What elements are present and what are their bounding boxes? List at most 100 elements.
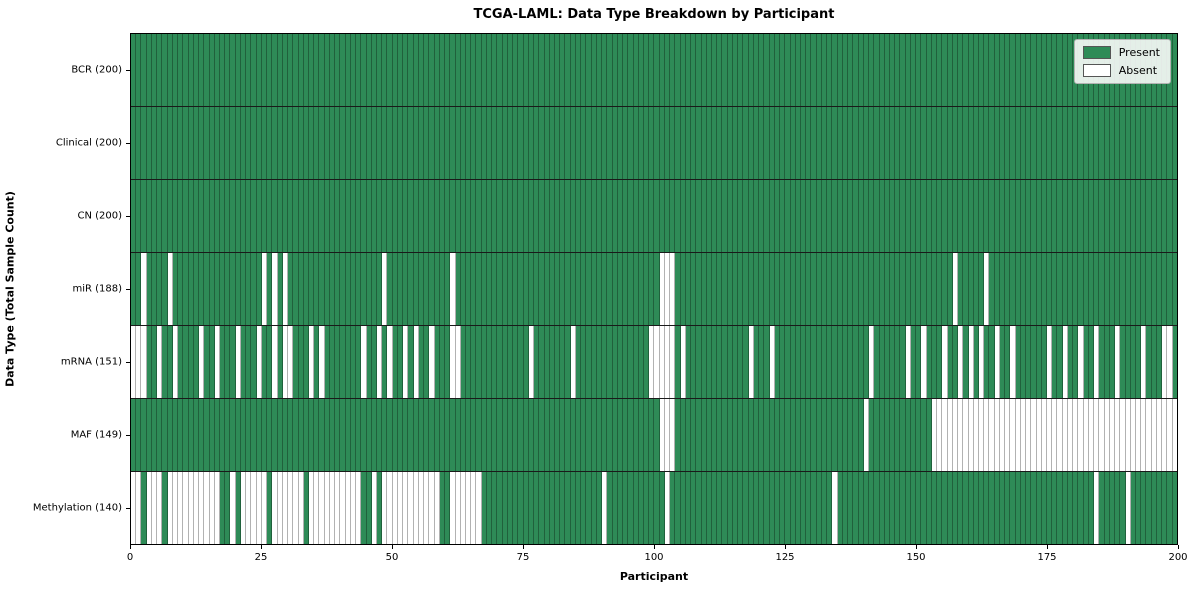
matrix-cell xyxy=(643,472,650,544)
matrix-cell xyxy=(999,399,1006,471)
matrix-cell xyxy=(774,180,781,252)
matrix-cell xyxy=(1010,472,1016,544)
matrix-cell xyxy=(1136,399,1142,471)
matrix-cell xyxy=(308,107,315,179)
matrix-cell xyxy=(623,107,629,179)
matrix-cell xyxy=(638,472,644,544)
matrix-cell xyxy=(1141,472,1147,544)
matrix-cell xyxy=(623,399,629,471)
matrix-cell xyxy=(272,472,278,544)
matrix-cell xyxy=(1020,253,1027,325)
matrix-cell xyxy=(821,472,828,544)
matrix-cell xyxy=(554,253,561,325)
matrix-cell xyxy=(670,399,676,471)
y-tick-label-mir: miR (188) xyxy=(72,283,122,295)
matrix-cell xyxy=(905,107,911,179)
matrix-cell xyxy=(1031,472,1037,544)
matrix-cell xyxy=(575,253,582,325)
matrix-cell xyxy=(267,180,273,252)
matrix-cell xyxy=(837,399,843,471)
matrix-cell xyxy=(445,34,451,106)
matrix-cell xyxy=(183,472,189,544)
matrix-cell xyxy=(696,253,702,325)
matrix-cell xyxy=(617,34,624,106)
matrix-cell xyxy=(382,180,388,252)
matrix-cell xyxy=(832,399,838,471)
matrix-cell xyxy=(884,253,890,325)
matrix-cell xyxy=(1141,326,1147,398)
matrix-cell xyxy=(293,472,299,544)
matrix-cell xyxy=(392,472,398,544)
matrix-cell xyxy=(1172,472,1177,544)
matrix-cell xyxy=(151,253,158,325)
matrix-cell xyxy=(209,472,215,544)
matrix-cell xyxy=(387,34,393,106)
x-tick-mark xyxy=(523,545,524,549)
matrix-cell xyxy=(581,326,587,398)
matrix-cell xyxy=(984,180,990,252)
matrix-cell xyxy=(879,253,885,325)
matrix-cell xyxy=(1073,326,1079,398)
matrix-cell xyxy=(167,107,173,179)
matrix-cell xyxy=(188,472,194,544)
matrix-cell xyxy=(989,180,995,252)
matrix-cell xyxy=(623,472,629,544)
matrix-cell xyxy=(889,34,896,106)
matrix-cell xyxy=(502,399,508,471)
matrix-cell xyxy=(738,472,744,544)
matrix-cell xyxy=(575,180,582,252)
matrix-cell xyxy=(848,107,854,179)
matrix-cell xyxy=(811,180,817,252)
matrix-cell xyxy=(544,34,550,106)
matrix-cell xyxy=(167,472,173,544)
matrix-cell xyxy=(314,34,320,106)
matrix-cell xyxy=(900,107,906,179)
matrix-cell xyxy=(230,399,236,471)
matrix-cell xyxy=(1167,326,1173,398)
matrix-cell xyxy=(397,34,404,106)
x-tick-label-100: 100 xyxy=(644,552,664,563)
matrix-cell xyxy=(382,34,388,106)
matrix-cell xyxy=(1146,253,1152,325)
matrix-cell xyxy=(633,326,639,398)
matrix-cell xyxy=(774,253,781,325)
matrix-cell xyxy=(481,34,487,106)
matrix-cell xyxy=(670,253,676,325)
matrix-cell xyxy=(1015,253,1021,325)
matrix-cell xyxy=(780,180,786,252)
matrix-cell xyxy=(628,180,634,252)
matrix-cell xyxy=(193,180,200,252)
matrix-cell xyxy=(1047,472,1053,544)
matrix-cell xyxy=(989,326,995,398)
matrix-cell xyxy=(732,399,739,471)
matrix-cell xyxy=(455,107,461,179)
matrix-cell xyxy=(308,472,315,544)
matrix-cell xyxy=(691,472,697,544)
matrix-cell xyxy=(392,107,398,179)
matrix-cell xyxy=(785,326,791,398)
matrix-cell xyxy=(1026,107,1032,179)
matrix-cell xyxy=(455,472,461,544)
matrix-cell xyxy=(884,180,890,252)
matrix-cell xyxy=(795,472,801,544)
matrix-cell xyxy=(596,180,603,252)
matrix-cell xyxy=(418,253,425,325)
matrix-cell xyxy=(523,34,529,106)
matrix-cell xyxy=(691,253,697,325)
matrix-cell xyxy=(1104,326,1110,398)
matrix-cell xyxy=(764,253,770,325)
matrix-cell xyxy=(131,253,137,325)
matrix-cell xyxy=(842,326,849,398)
matrix-cell xyxy=(1057,399,1063,471)
y-tick-mark xyxy=(126,362,130,364)
matrix-cell xyxy=(345,253,351,325)
matrix-cell xyxy=(219,472,226,544)
matrix-cell xyxy=(879,180,885,252)
matrix-cell xyxy=(392,326,398,398)
x-tick-mark xyxy=(261,545,262,549)
matrix-cell xyxy=(350,180,357,252)
matrix-cell xyxy=(528,107,535,179)
matrix-cell xyxy=(628,326,634,398)
matrix-cell xyxy=(916,399,922,471)
matrix-cell xyxy=(680,253,686,325)
